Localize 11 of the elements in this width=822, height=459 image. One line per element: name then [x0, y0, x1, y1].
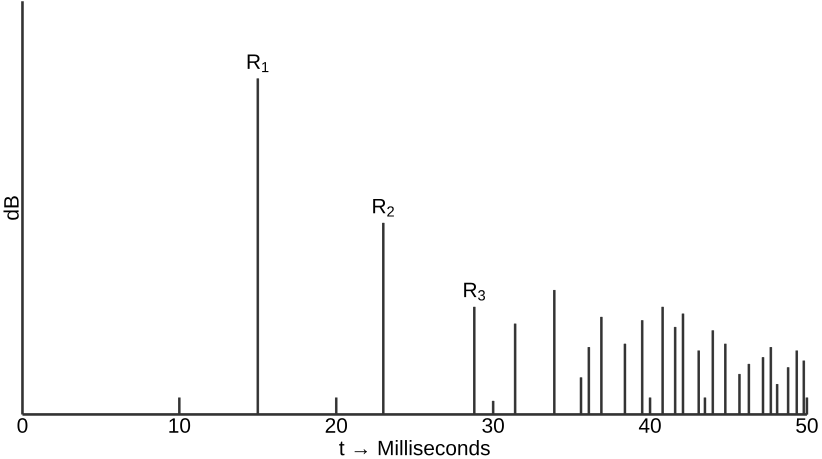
- x-tick-label: 20: [326, 418, 348, 433]
- x-tick-label: 40: [638, 418, 661, 433]
- x-tick-label: 0: [17, 418, 28, 433]
- annotation: R$_{2}$: [373, 199, 394, 217]
- y-axis-title: dB: [3, 196, 19, 220]
- x-tick-label: 50: [796, 418, 818, 433]
- annotation: R$_{1}$: [248, 54, 268, 72]
- x-axis-title: t → Milliseconds: [339, 440, 490, 456]
- annotation: R$_{3}$: [464, 282, 485, 301]
- x-tick-label: 10: [169, 418, 190, 433]
- x-tick-label: 30: [482, 418, 504, 433]
